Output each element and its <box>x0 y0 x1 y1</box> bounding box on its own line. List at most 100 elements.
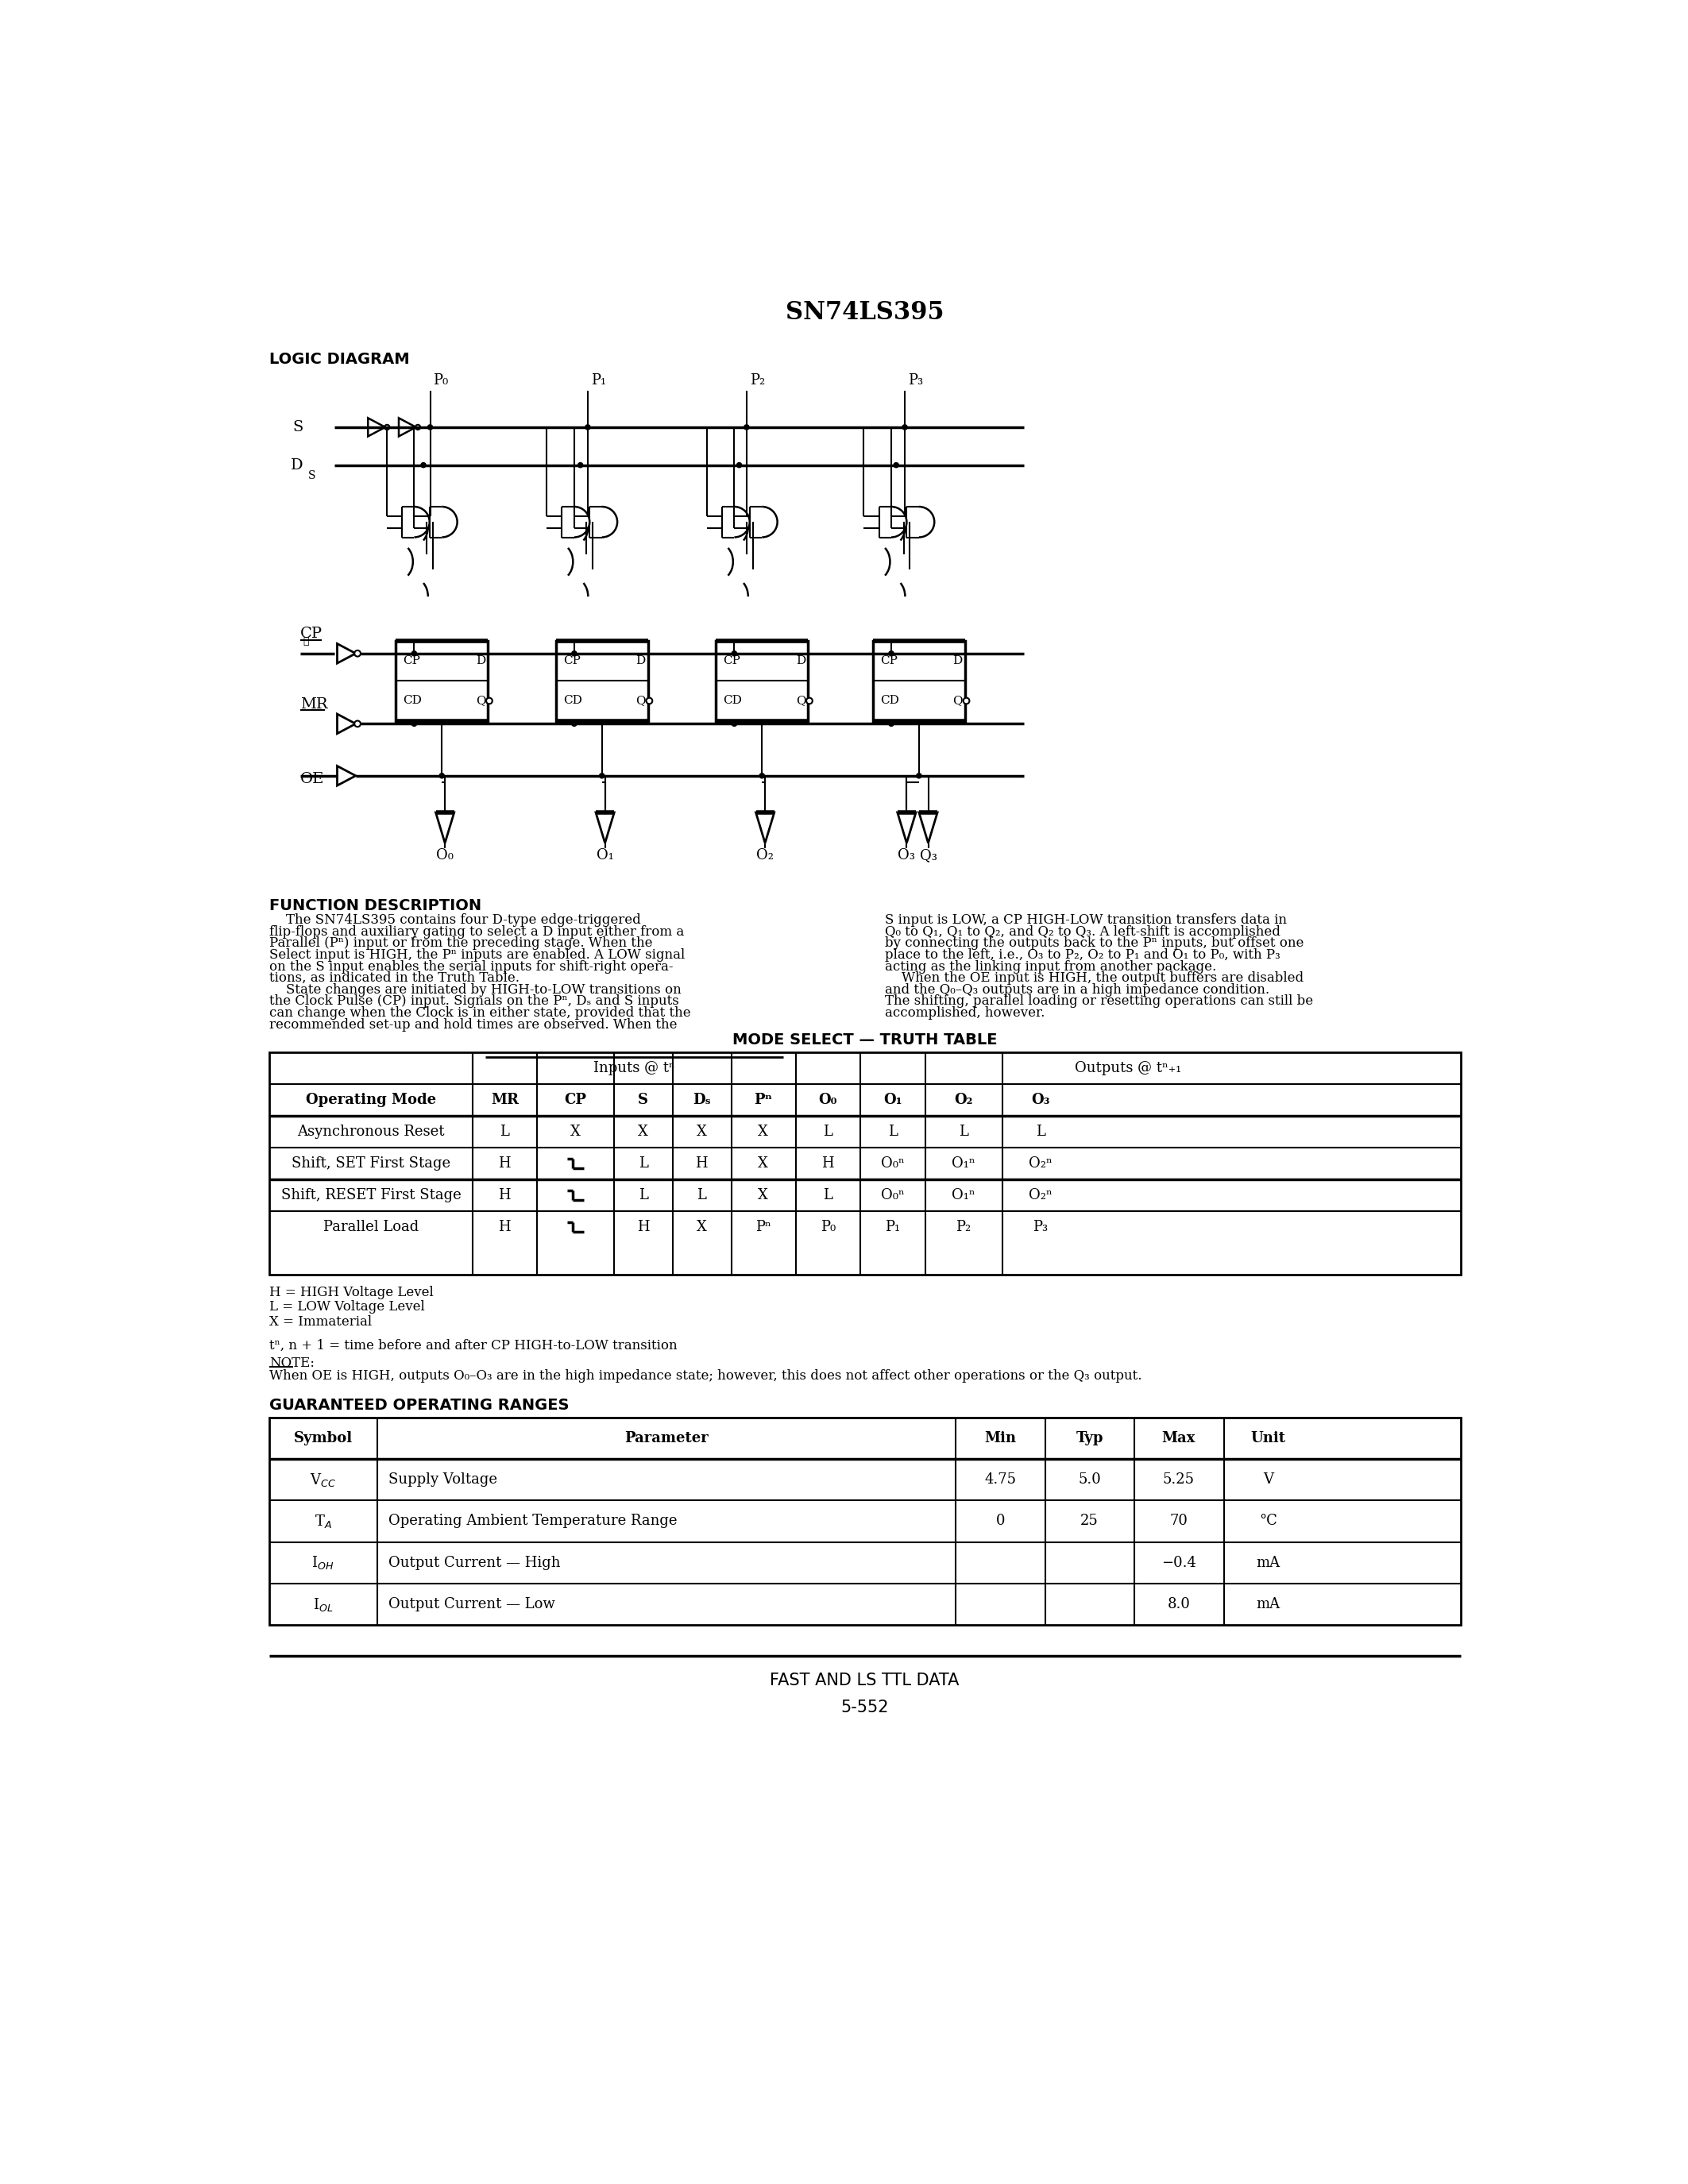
Circle shape <box>420 463 425 467</box>
Text: H = HIGH Voltage Level: H = HIGH Voltage Level <box>270 1286 434 1299</box>
Text: acting as the linking input from another package.: acting as the linking input from another… <box>885 959 1217 974</box>
Circle shape <box>486 699 493 703</box>
Circle shape <box>736 463 741 467</box>
Polygon shape <box>338 767 356 786</box>
Text: ͞: ͞ <box>304 636 309 646</box>
Text: CP: CP <box>564 1092 586 1107</box>
Circle shape <box>890 721 893 727</box>
Polygon shape <box>596 812 614 843</box>
Text: CP: CP <box>722 655 741 666</box>
Text: 5.25: 5.25 <box>1163 1472 1195 1487</box>
Text: X: X <box>571 1125 581 1138</box>
Text: L: L <box>1035 1125 1045 1138</box>
Text: 8.0: 8.0 <box>1168 1597 1190 1612</box>
Text: I$_{OH}$: I$_{OH}$ <box>312 1555 334 1570</box>
Text: FUNCTION DESCRIPTION: FUNCTION DESCRIPTION <box>270 898 481 913</box>
Text: CP: CP <box>300 627 322 642</box>
Text: L: L <box>500 1125 510 1138</box>
Text: H: H <box>695 1155 707 1171</box>
Text: H: H <box>498 1221 511 1234</box>
Text: Parallel (Pⁿ) input or from the preceding stage. When the: Parallel (Pⁿ) input or from the precedin… <box>270 937 653 950</box>
Text: O₁: O₁ <box>596 847 614 863</box>
Circle shape <box>893 463 898 467</box>
Text: Min: Min <box>984 1431 1016 1446</box>
Text: P₁: P₁ <box>591 373 606 387</box>
Text: recommended set-up and hold times are observed. When the: recommended set-up and hold times are ob… <box>270 1018 677 1031</box>
Text: NOTE:: NOTE: <box>270 1356 314 1369</box>
Text: CP: CP <box>879 655 898 666</box>
Circle shape <box>415 424 420 430</box>
Text: tⁿ, n + 1 = time before and after CP HIGH-to-LOW transition: tⁿ, n + 1 = time before and after CP HIG… <box>270 1339 677 1352</box>
Text: MODE SELECT — TRUTH TABLE: MODE SELECT — TRUTH TABLE <box>733 1033 998 1048</box>
Text: Operating Ambient Temperature Range: Operating Ambient Temperature Range <box>388 1514 677 1529</box>
Text: 0: 0 <box>996 1514 1004 1529</box>
Text: Select input is HIGH, the Pⁿ inputs are enabled. A LOW signal: Select input is HIGH, the Pⁿ inputs are … <box>270 948 685 961</box>
Text: OE: OE <box>300 771 324 786</box>
Text: The SN74LS395 contains four D-type edge-triggered: The SN74LS395 contains four D-type edge-… <box>270 913 641 926</box>
Circle shape <box>577 463 582 467</box>
Text: Q: Q <box>476 695 486 705</box>
Text: X: X <box>638 1125 648 1138</box>
Text: P₂: P₂ <box>749 373 765 387</box>
Text: O₂: O₂ <box>954 1092 972 1107</box>
Text: L: L <box>824 1188 832 1203</box>
Text: S: S <box>309 470 316 480</box>
Text: O₁ⁿ: O₁ⁿ <box>952 1155 976 1171</box>
Text: Pⁿ: Pⁿ <box>755 1221 771 1234</box>
Circle shape <box>427 424 432 430</box>
Text: −0.4: −0.4 <box>1161 1555 1197 1570</box>
Circle shape <box>733 721 736 727</box>
Text: L: L <box>638 1155 648 1171</box>
Text: X: X <box>697 1221 707 1234</box>
Text: CP: CP <box>564 655 581 666</box>
Polygon shape <box>338 644 356 664</box>
Text: D: D <box>636 655 645 666</box>
Text: O₀: O₀ <box>819 1092 837 1107</box>
Text: H: H <box>498 1188 511 1203</box>
Text: Q: Q <box>636 695 647 705</box>
Text: P₂: P₂ <box>955 1221 971 1234</box>
Text: 5-552: 5-552 <box>841 1699 890 1717</box>
Text: D: D <box>290 459 304 472</box>
Text: L: L <box>959 1125 967 1138</box>
Text: 5.0: 5.0 <box>1079 1472 1101 1487</box>
Polygon shape <box>436 812 454 843</box>
Text: When the OE input is HIGH, the output buffers are disabled: When the OE input is HIGH, the output bu… <box>885 972 1303 985</box>
Circle shape <box>890 651 893 655</box>
Text: L: L <box>638 1188 648 1203</box>
Text: Shift, SET First Stage: Shift, SET First Stage <box>292 1155 451 1171</box>
Polygon shape <box>338 714 356 734</box>
Text: MR: MR <box>300 697 327 712</box>
Circle shape <box>572 651 577 655</box>
Text: Shift, RESET First Stage: Shift, RESET First Stage <box>280 1188 461 1203</box>
Text: T$_A$: T$_A$ <box>314 1514 333 1529</box>
Text: Q₃: Q₃ <box>920 847 937 863</box>
Circle shape <box>412 651 417 655</box>
Text: H: H <box>636 1221 650 1234</box>
Text: O₃: O₃ <box>1031 1092 1050 1107</box>
Text: P₃: P₃ <box>1033 1221 1048 1234</box>
Text: GUARANTEED OPERATING RANGES: GUARANTEED OPERATING RANGES <box>270 1398 569 1413</box>
Text: L: L <box>697 1188 706 1203</box>
Text: CD: CD <box>403 695 422 705</box>
Circle shape <box>354 651 361 657</box>
Text: Inputs @ tⁿ: Inputs @ tⁿ <box>592 1061 675 1075</box>
Text: Symbol: Symbol <box>294 1431 353 1446</box>
Text: X = Immaterial: X = Immaterial <box>270 1315 371 1328</box>
Circle shape <box>917 773 922 778</box>
Text: O₀ⁿ: O₀ⁿ <box>881 1188 905 1203</box>
Text: Q₀ to Q₁, Q₁ to Q₂, and Q₂ to Q₃. A left-shift is accomplished: Q₀ to Q₁, Q₁ to Q₂, and Q₂ to Q₃. A left… <box>885 926 1281 939</box>
Bar <box>395 642 488 721</box>
Text: S: S <box>638 1092 648 1107</box>
Text: Q: Q <box>795 695 805 705</box>
Bar <box>716 642 809 721</box>
Circle shape <box>760 773 765 778</box>
Text: O₀ⁿ: O₀ⁿ <box>881 1155 905 1171</box>
Text: O₂: O₂ <box>756 847 773 863</box>
Text: H: H <box>822 1155 834 1171</box>
Text: P₃: P₃ <box>908 373 923 387</box>
Circle shape <box>599 773 604 778</box>
Text: the Clock Pulse (CP) input. Signals on the Pⁿ, Dₛ and S inputs: the Clock Pulse (CP) input. Signals on t… <box>270 994 679 1009</box>
Text: O₁ⁿ: O₁ⁿ <box>952 1188 976 1203</box>
Text: Supply Voltage: Supply Voltage <box>388 1472 498 1487</box>
